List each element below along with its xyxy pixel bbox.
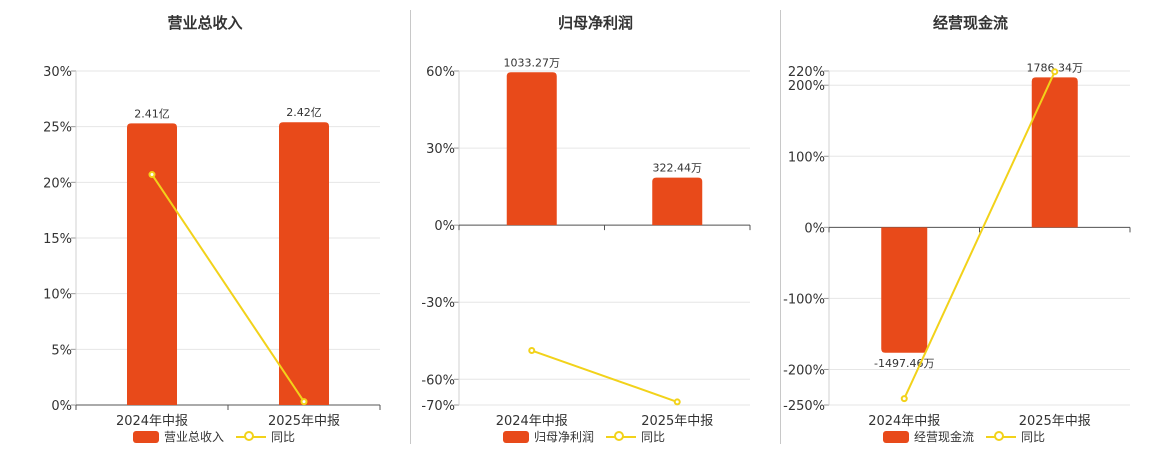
legend: 营业总收入 同比 [133,428,295,445]
chart-canvas: -250% -200% -100% 0% 100% 200%220% -1497.46万 17… [783,61,1131,429]
bar-data-label: -1497.46万 [874,357,934,370]
bar [652,177,703,226]
yoy-point [300,398,308,406]
legend-line-marker [236,430,267,443]
y-tick-label: -200% [783,363,825,378]
bar-data-label: 322.44万 [653,162,703,175]
yoy-point [673,398,681,406]
legend-line-marker [606,430,637,443]
y-tick-label: 0% [434,219,455,234]
legend-bar-swatch [503,430,529,443]
y-tick-label: 20% [43,176,72,191]
y-tick-label: -30% [421,296,455,311]
chart-panel-revenue: 营业总收入 0% 5% 10% 15% 20% 25% 30% 2.41亿 2.42亿 2024年… [0,0,410,450]
y-tick-label: 220% [788,65,825,80]
y-tick-label: 30% [426,142,455,157]
legend-line-label: 同比 [641,430,666,444]
legend-line-label: 同比 [271,430,296,444]
chart-panel-operating-cashflow: 经营现金流 -250% -200% -100% 0% 100% 200% 220% -1497… [781,0,1160,450]
chart-panel-net-profit: 归母净利润 -70% -60% -30% 0% 30% 60% 1033.27万 322.44… [411,0,780,450]
legend-bar-label: 营业总收入 [164,430,225,444]
y-tick-label: 30% [43,65,72,80]
y-tick-label: 0% [804,221,825,236]
y-tick-label: 15% [43,232,72,247]
y-tick-label: 5% [51,343,72,358]
bar-data-label: 1786.34万 [1027,61,1084,74]
y-tick-label: -60% [421,373,455,388]
yoy-point [1051,68,1059,76]
x-tick-label: 2025年中报 [268,414,340,429]
panel-divider [780,10,781,444]
yoy-line [531,349,678,403]
x-tick-label: 2024年中报 [868,414,940,429]
bar-data-label: 2.41亿 [134,107,170,120]
y-tick-label: -250% [783,399,825,414]
bar [1031,77,1078,228]
chart-title: 经营现金流 [932,14,1008,32]
legend: 归母净利润 同比 [503,428,665,445]
chart-canvas: -70% -60% -30% 0% 30% 60% 1033.27万 322.44万 2024年… [421,56,751,429]
x-tick-label: 2024年中报 [116,414,188,429]
legend-bar-label: 归母净利润 [534,430,595,444]
y-tick-label: -70% [421,399,455,414]
bar [506,72,557,226]
yoy-line [903,71,1056,400]
chart-title: 营业总收入 [167,14,243,32]
yoy-point [148,171,156,179]
bar [127,123,177,406]
legend-line-marker [986,430,1017,443]
y-tick-label: 60% [426,65,455,80]
bar-data-label: 1033.27万 [504,56,561,69]
y-tick-label: 0% [51,399,72,414]
legend: 经营现金流 同比 [883,428,1045,445]
y-tick-label: 200% [788,79,825,94]
bar [881,227,928,353]
y-tick-label: -100% [783,292,825,307]
bar [279,122,329,406]
legend-line-label: 同比 [1021,430,1046,444]
y-tick-label: 100% [788,150,825,165]
x-tick-label: 2025年中报 [641,414,713,429]
y-tick-label: 25% [43,121,72,136]
x-tick-label: 2025年中报 [1019,414,1091,429]
chart-title: 归母净利润 [557,14,633,32]
yoy-line [151,173,305,403]
legend-bar-label: 经营现金流 [914,430,975,444]
yoy-point [528,347,536,355]
x-tick-label: 2024年中报 [496,414,568,429]
panel-divider [410,10,411,444]
yoy-point [900,395,908,403]
chart-canvas: 0% 5% 10% 15% 20% 25% 30% 2.41亿 2.42亿 2024年中报 2025… [43,65,381,429]
legend-bar-swatch [883,430,909,443]
legend-bar-swatch [133,430,159,443]
bar-data-label: 2.42亿 [286,106,322,119]
y-tick-label: 10% [43,288,72,303]
